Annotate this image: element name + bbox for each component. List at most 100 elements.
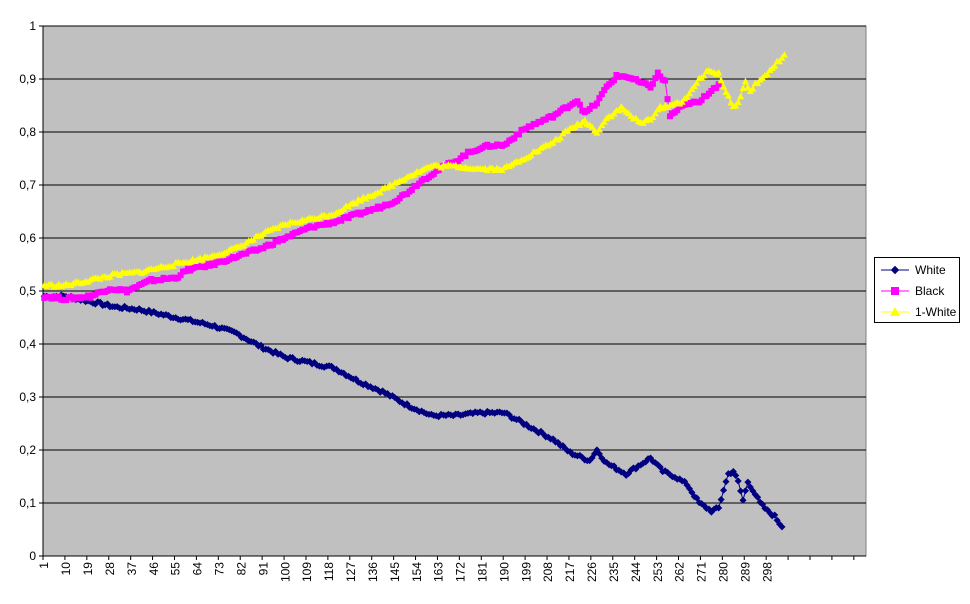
x-tick-label: 181 <box>476 562 490 582</box>
legend-swatch-black <box>881 287 909 295</box>
data-point <box>720 486 728 494</box>
data-point <box>685 89 693 97</box>
data-point <box>201 264 208 271</box>
data-point <box>462 153 469 160</box>
x-tick-label: 19 <box>81 562 95 576</box>
data-point <box>593 100 600 107</box>
x-tick-label: 190 <box>497 562 511 582</box>
data-point <box>169 262 177 270</box>
data-point <box>596 95 603 102</box>
data-point <box>654 69 661 76</box>
x-tick-label: 217 <box>563 562 577 582</box>
x-tick-label: 244 <box>629 562 643 582</box>
x-axis-ticks: 1 10 19 28 37 46 55 64 73 82 91 100 109 118 127 136 145 1… <box>37 556 855 582</box>
data-point <box>550 114 557 121</box>
data-point <box>598 91 605 98</box>
data-point <box>516 131 523 138</box>
data-point <box>674 107 681 114</box>
x-tick-label: 235 <box>607 562 621 582</box>
data-point <box>739 84 747 92</box>
data-point <box>780 51 788 58</box>
data-point <box>749 85 757 92</box>
data-point <box>713 84 720 91</box>
y-axis-ticks: 0 0,1 0,2 0,3 0,4 0,5 0,6 0,7 0,8 0,9 1 <box>19 19 43 563</box>
data-point <box>652 75 659 82</box>
legend-item-1-white: 1-White <box>879 302 959 322</box>
data-point <box>734 477 742 485</box>
data-point <box>574 98 581 105</box>
data-point <box>776 57 784 65</box>
x-tick-label: 289 <box>738 562 752 582</box>
data-point <box>177 272 184 279</box>
data-point <box>754 79 762 86</box>
x-tick-label: 208 <box>541 562 555 582</box>
data-point <box>647 84 654 91</box>
data-point <box>700 72 708 79</box>
series-black <box>41 69 722 304</box>
x-tick-label: 55 <box>169 562 183 576</box>
data-point <box>693 494 701 502</box>
x-tick-label: 145 <box>388 562 402 582</box>
x-tick-label: 253 <box>651 562 665 582</box>
y-tick-label: 0,1 <box>19 496 36 510</box>
data-point <box>600 118 608 125</box>
data-point <box>693 79 701 86</box>
x-tick-label: 127 <box>344 562 358 582</box>
data-point <box>664 96 671 103</box>
x-tick-label: 154 <box>410 562 424 582</box>
legend-item-white: White <box>879 260 959 280</box>
x-tick-label: 73 <box>213 562 227 576</box>
data-point <box>763 70 771 78</box>
data-point <box>649 80 656 87</box>
x-tick-label: 82 <box>234 562 248 576</box>
data-point <box>511 135 518 142</box>
y-tick-label: 0,3 <box>19 390 36 404</box>
data-point <box>737 92 745 100</box>
data-point <box>754 493 762 501</box>
x-tick-label: 1 <box>37 562 51 569</box>
data-point <box>357 197 365 204</box>
y-tick-label: 0,6 <box>19 231 36 245</box>
y-tick-label: 1 <box>29 19 36 33</box>
x-tick-label: 64 <box>191 562 205 576</box>
legend-label-black: Black <box>915 284 945 298</box>
data-point <box>598 121 606 129</box>
x-tick-label: 163 <box>432 562 446 582</box>
data-point <box>581 116 589 124</box>
data-point <box>724 91 732 99</box>
data-point <box>771 511 779 519</box>
data-point <box>610 77 617 84</box>
data-point <box>376 188 384 196</box>
legend-item-black: Black <box>879 281 959 301</box>
x-tick-label: 136 <box>366 562 380 582</box>
data-point <box>717 76 725 84</box>
series-1-white <box>40 51 788 290</box>
data-point <box>649 113 657 121</box>
x-tick-label: 37 <box>125 562 139 576</box>
data-point <box>593 129 601 136</box>
x-tick-label: 118 <box>322 562 336 581</box>
data-point <box>615 106 623 114</box>
data-point <box>720 82 728 90</box>
data-point <box>690 82 698 90</box>
data-point <box>744 478 752 486</box>
data-point <box>549 139 557 146</box>
data-point <box>657 73 664 80</box>
x-tick-label: 10 <box>59 562 73 576</box>
series-white <box>40 291 786 531</box>
data-point <box>430 170 437 177</box>
data-point <box>683 93 691 100</box>
data-point <box>571 123 579 130</box>
data-point <box>732 471 740 479</box>
x-tick-label: 172 <box>454 562 468 582</box>
data-point <box>270 241 277 248</box>
data-point <box>527 151 535 159</box>
data-point <box>739 496 747 504</box>
x-tick-label: 271 <box>695 562 709 582</box>
legend: White Black 1-White <box>874 257 960 323</box>
data-point <box>338 217 345 224</box>
data-point <box>588 123 596 130</box>
data-point <box>737 487 745 495</box>
data-point <box>601 87 608 94</box>
data-point <box>741 487 750 495</box>
